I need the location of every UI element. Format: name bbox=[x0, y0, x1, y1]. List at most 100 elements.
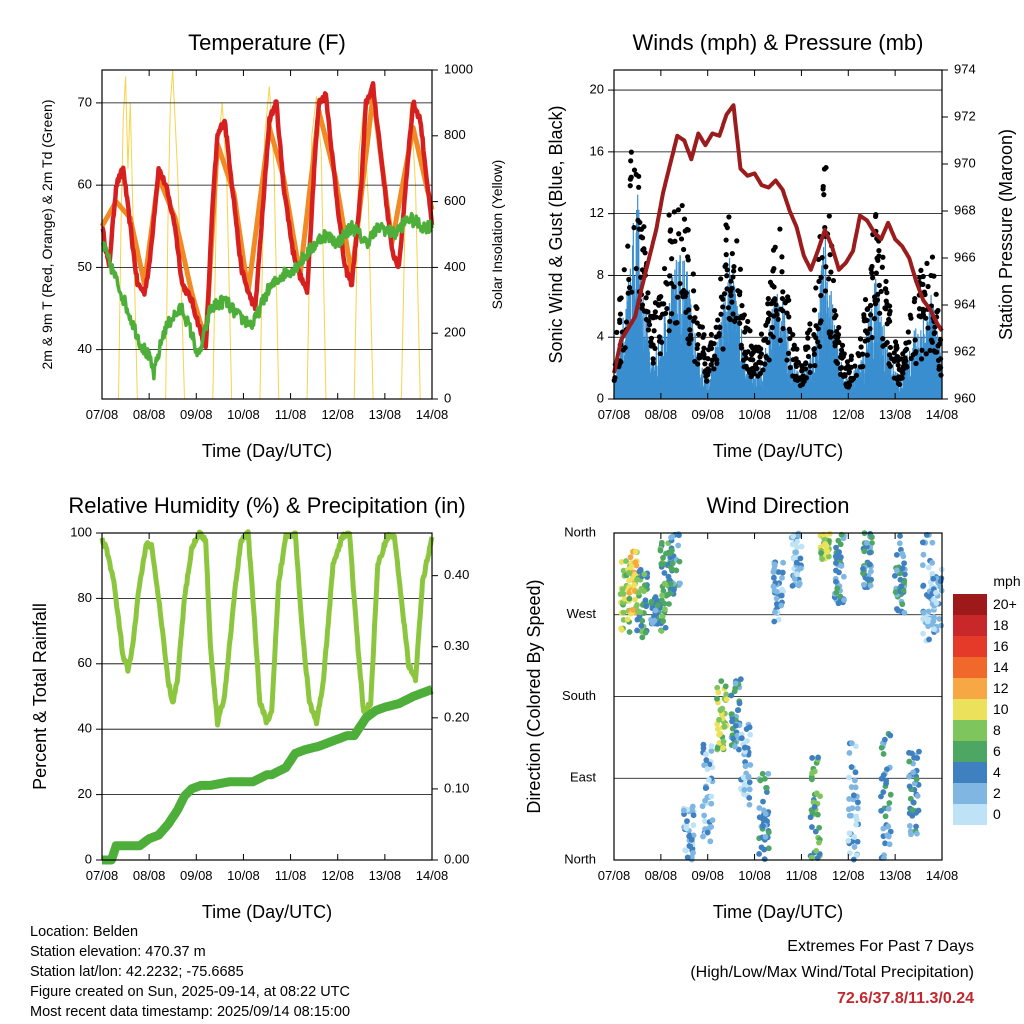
gust-point bbox=[701, 355, 708, 361]
wind-direction-point bbox=[631, 582, 638, 588]
station-info: Location: Belden Station elevation: 470.… bbox=[30, 922, 350, 1022]
wind-direction-point bbox=[684, 854, 691, 861]
gust-point bbox=[807, 321, 813, 327]
wind-direction-point bbox=[881, 736, 888, 743]
wind-direction-point bbox=[835, 600, 842, 607]
gust-point bbox=[766, 357, 772, 363]
gust-point bbox=[702, 361, 708, 367]
gust-point bbox=[753, 344, 759, 350]
gust-point bbox=[844, 359, 851, 365]
x-tick-label: 08/08 bbox=[133, 407, 166, 422]
wind-direction-point bbox=[846, 850, 853, 857]
gust-point bbox=[705, 366, 711, 372]
wind-direction-point bbox=[896, 540, 903, 547]
wind-direction-point bbox=[807, 814, 814, 821]
wind-direction-point bbox=[826, 530, 833, 537]
wind-direction-point bbox=[854, 799, 861, 806]
gust-point bbox=[834, 360, 841, 366]
gust-point bbox=[731, 264, 737, 270]
gust-point bbox=[830, 277, 837, 284]
gust-point bbox=[839, 342, 846, 348]
gust-point bbox=[669, 256, 675, 262]
x-tick-label: 13/08 bbox=[879, 407, 912, 422]
gust-point bbox=[864, 352, 870, 358]
chart-title: Winds (mph) & Pressure (mb) bbox=[633, 30, 924, 55]
wind-direction-point bbox=[819, 556, 826, 562]
gust-point bbox=[669, 311, 675, 317]
gust-point bbox=[818, 292, 824, 299]
wind-direction-point bbox=[732, 722, 739, 729]
wind-direction-point bbox=[717, 730, 724, 737]
wind-direction-point bbox=[891, 572, 898, 579]
wind-direction-point bbox=[880, 825, 887, 832]
wind-direction-point bbox=[737, 676, 744, 683]
x-tick-label: 09/08 bbox=[691, 407, 724, 422]
gust-point bbox=[813, 285, 819, 291]
wind-direction-point bbox=[731, 688, 738, 695]
gust-point bbox=[699, 324, 705, 330]
wind-direction-point bbox=[809, 824, 815, 830]
wind-direction-point bbox=[701, 812, 708, 819]
gust-point bbox=[864, 330, 871, 336]
wind-direction-point bbox=[883, 780, 890, 787]
gust-point bbox=[815, 339, 821, 345]
gust-point bbox=[917, 274, 923, 281]
gust-point bbox=[742, 329, 748, 335]
wind-direction-point bbox=[715, 689, 722, 696]
x-tick-label: 13/08 bbox=[369, 407, 402, 422]
wind-direction-point bbox=[808, 854, 815, 861]
wind-direction-point bbox=[793, 549, 800, 556]
gust-point bbox=[773, 307, 779, 314]
gust-point bbox=[695, 342, 701, 348]
wind-direction-point bbox=[742, 763, 749, 770]
gust-point bbox=[873, 212, 879, 218]
gust-point bbox=[631, 167, 638, 173]
wind-direction-point bbox=[854, 838, 861, 845]
gust-point bbox=[652, 309, 658, 315]
gust-point bbox=[696, 355, 702, 361]
data-timestamp: Most recent data timestamp: 2025/09/14 0… bbox=[30, 1004, 351, 1020]
figure-created: Figure created on Sun, 2025-09-14, at 08… bbox=[30, 984, 350, 1000]
gust-point bbox=[633, 171, 639, 178]
gust-point bbox=[775, 316, 781, 322]
y-tick-label: 8 bbox=[597, 267, 604, 282]
wind-direction-point bbox=[705, 776, 712, 783]
gust-point bbox=[908, 355, 914, 361]
gust-point bbox=[793, 373, 799, 379]
wind-direction-point bbox=[643, 603, 650, 610]
x-axis-label: Time (Day/UTC) bbox=[202, 902, 332, 922]
gust-point bbox=[874, 255, 880, 261]
wind-direction-point bbox=[833, 544, 839, 551]
wind-direction-point bbox=[659, 613, 666, 620]
gust-point bbox=[625, 243, 631, 249]
gust-point bbox=[763, 322, 769, 328]
gust-point bbox=[739, 303, 745, 309]
wind-direction-point bbox=[657, 547, 664, 554]
gust-point bbox=[768, 331, 774, 337]
gust-point bbox=[782, 300, 788, 306]
gust-point bbox=[705, 347, 712, 353]
wind-direction-point bbox=[796, 580, 803, 587]
gust-point bbox=[731, 268, 737, 274]
gust-point bbox=[631, 225, 637, 231]
gust-point bbox=[641, 224, 647, 230]
chart-title: Wind Direction bbox=[706, 493, 849, 518]
wind-direction-point bbox=[933, 589, 939, 596]
gust-point bbox=[807, 369, 813, 376]
gust-point bbox=[884, 301, 890, 307]
gust-point bbox=[826, 276, 832, 282]
gust-point bbox=[769, 324, 775, 331]
wind-direction-point bbox=[869, 540, 875, 546]
wind-direction-point bbox=[880, 772, 887, 779]
wind-direction-point bbox=[619, 586, 626, 593]
wind-direction-point bbox=[618, 625, 624, 632]
gust-point bbox=[704, 378, 710, 384]
wind-direction-point bbox=[866, 561, 873, 568]
solar-insolation-line bbox=[226, 185, 233, 400]
gust-point bbox=[932, 324, 938, 330]
gust-point bbox=[794, 360, 800, 366]
wind-direction-point bbox=[641, 571, 648, 578]
gust-point bbox=[687, 314, 693, 320]
gust-point bbox=[668, 227, 674, 233]
wind-direction-point bbox=[938, 622, 945, 629]
